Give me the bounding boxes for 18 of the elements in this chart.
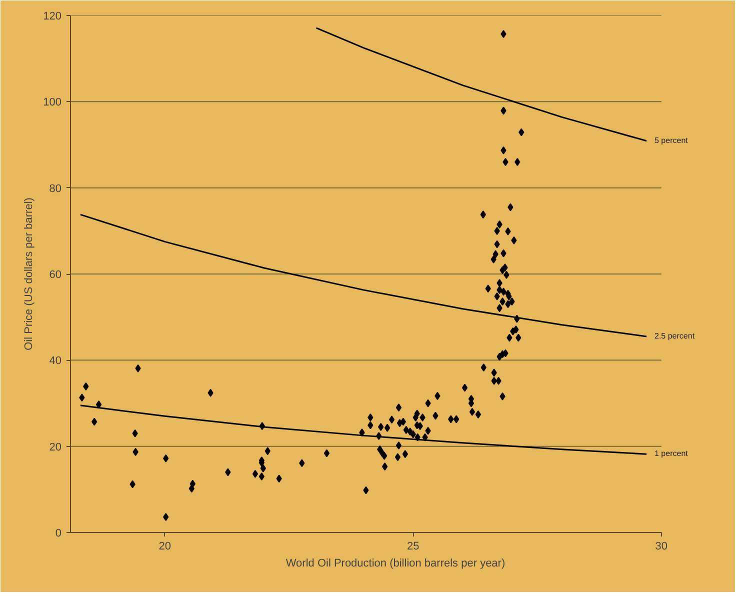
y-tick-label: 60 <box>49 269 62 281</box>
y-tick-label: 0 <box>55 528 62 540</box>
x-tick-label: 30 <box>655 540 668 552</box>
x-axis-title: World Oil Production (billion barrels per year) <box>286 558 506 570</box>
series-label: 2.5 percent <box>654 331 696 340</box>
y-tick-label: 20 <box>49 441 62 454</box>
y-tick-label: 120 <box>43 10 62 22</box>
y-tick-label: 40 <box>49 355 62 368</box>
x-tick-label: 25 <box>407 540 420 552</box>
y-tick-label: 100 <box>43 96 62 109</box>
series-label: 5 percent <box>654 136 689 145</box>
series-label: 1 percent <box>654 449 689 458</box>
x-tick-label: 20 <box>158 540 171 552</box>
y-tick-label: 80 <box>49 182 62 195</box>
line-series <box>316 27 648 142</box>
line-series <box>80 214 648 338</box>
y-axis-title: Oil Price (US dollars per barrel) <box>23 198 36 350</box>
line-series <box>80 404 648 455</box>
